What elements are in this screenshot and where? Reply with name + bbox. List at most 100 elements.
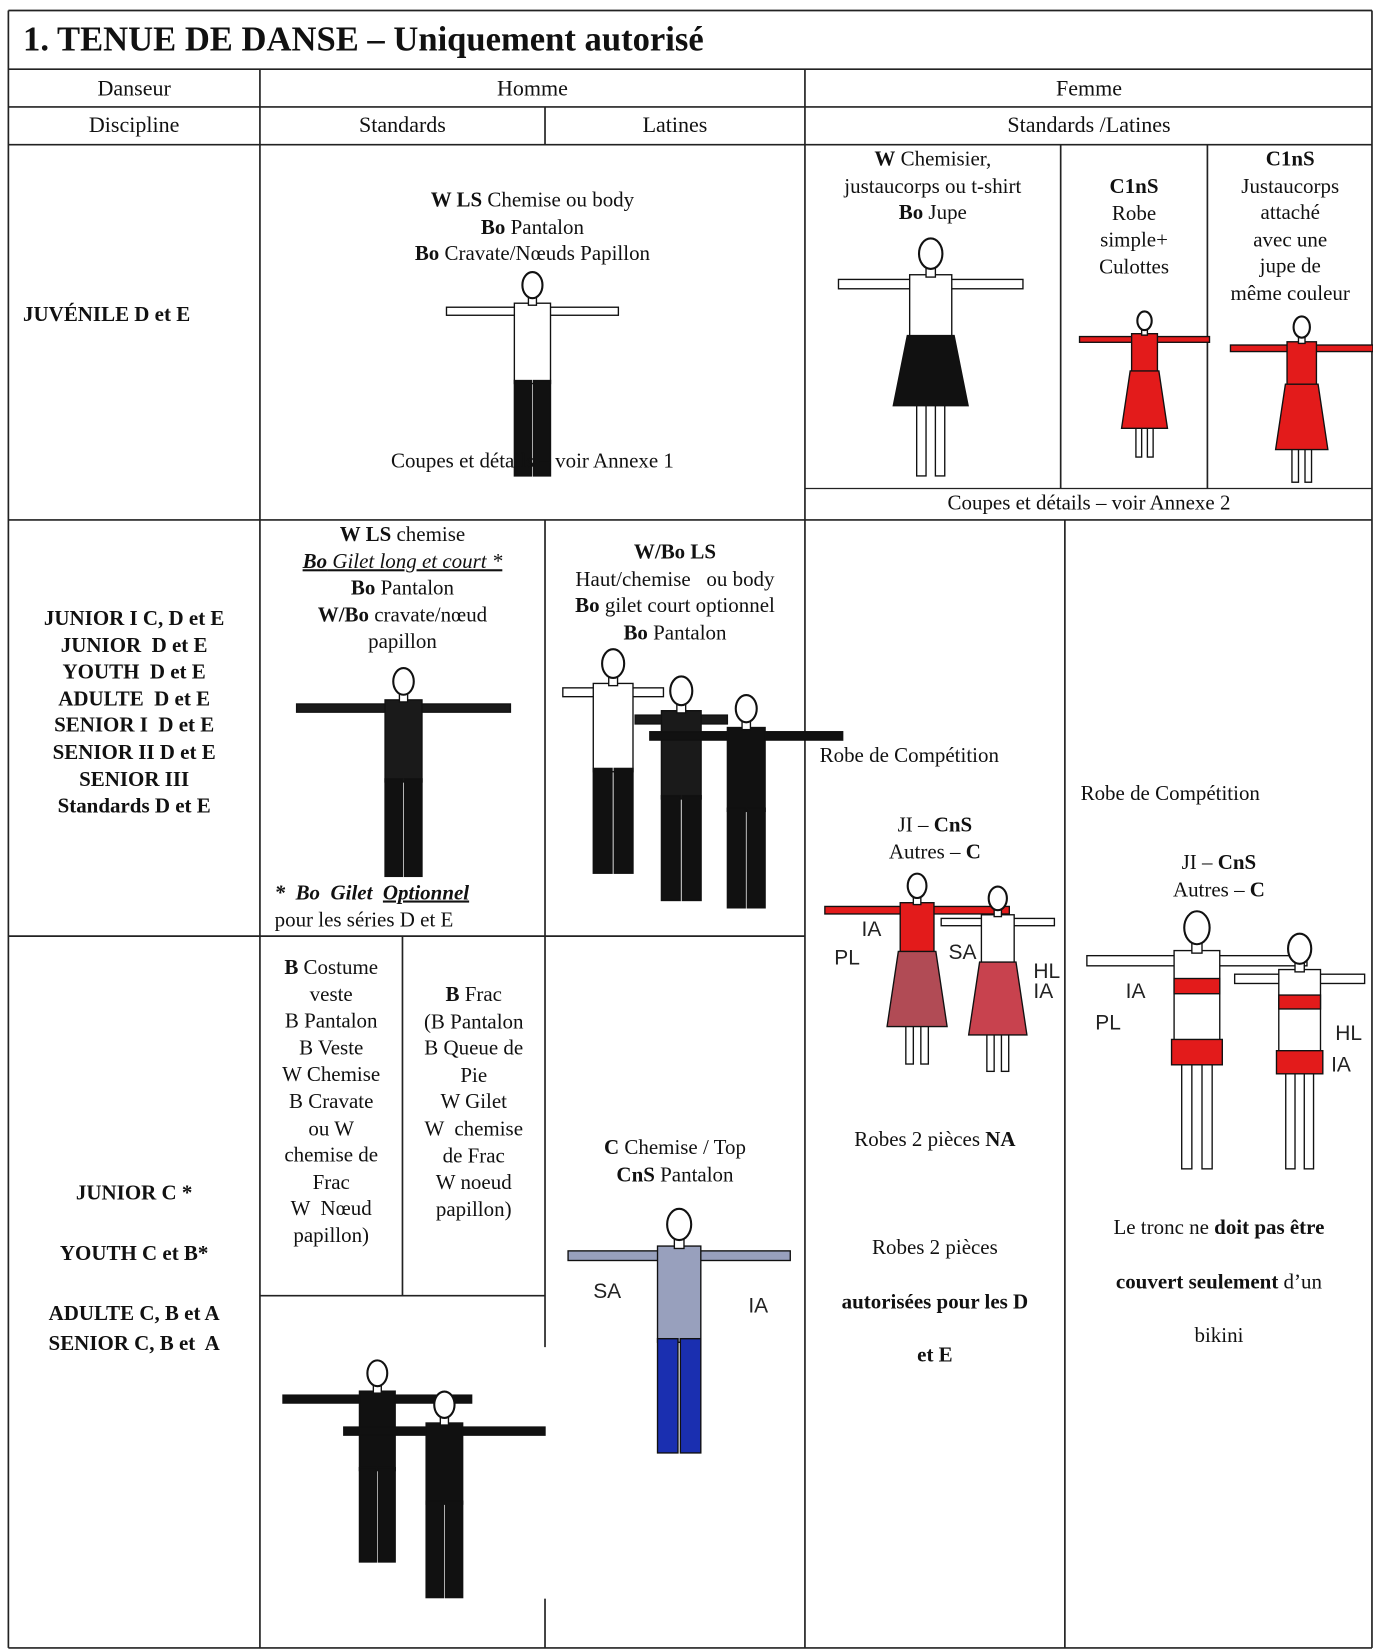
- row-label: JUNIOR C * YOUTH C et B* ADULTE C, B et A S…: [8, 1178, 260, 1358]
- text-line: papillon): [260, 1223, 403, 1250]
- text-line: CnS Pantalon: [545, 1162, 805, 1189]
- text-run: NA: [985, 1127, 1016, 1152]
- text-line: SENIOR II D et E: [8, 740, 260, 767]
- cell-text: B Frac (B Pantalon B Queue de Pie W Gilet W c…: [402, 982, 545, 1223]
- text-line: W Nœud: [260, 1196, 403, 1223]
- text-run: W Nœud: [290, 1197, 372, 1221]
- text-run: ADULTE D et E: [58, 687, 211, 711]
- text-line: justaucorps ou t-shirt: [805, 174, 1061, 201]
- text-line: JI – CnS: [805, 812, 1065, 839]
- figure: [1086, 910, 1308, 1170]
- text-line: JI – CnS: [1065, 850, 1373, 877]
- figure: [295, 667, 512, 878]
- text-run: ADULTE C, B et A: [48, 1301, 220, 1326]
- text-run: * Bo Gilet: [274, 881, 383, 905]
- text-line: Robes 2 pièces NA: [805, 1113, 1065, 1167]
- text-run: bikini: [1194, 1324, 1244, 1348]
- cell-note: Le tronc ne doit pas être couvert seuleme…: [1065, 1201, 1373, 1363]
- text-run: doit pas être: [1214, 1216, 1325, 1240]
- text-line: couvert seulement d’un: [1065, 1255, 1373, 1309]
- text-line: jupe de: [1207, 254, 1373, 281]
- text-line: W LS Chemise ou body: [260, 188, 805, 215]
- text-run: jupe de: [1259, 255, 1321, 279]
- text-run: même couleur: [1230, 281, 1350, 306]
- text-line: Bo Cravate/Nœuds Papillon: [260, 241, 805, 268]
- figure: [343, 1390, 546, 1599]
- text-line: W/Bo LS: [545, 540, 805, 567]
- row-label: JUNIOR I C, D et E JUNIOR D et E YOUTH D e…: [8, 606, 260, 821]
- row-label: JUVÉNILE D et E: [23, 302, 190, 329]
- figure-label: IA: [1033, 980, 1053, 1003]
- text-run: Haut/chemise ou body: [575, 567, 775, 591]
- figure: [940, 885, 1056, 1073]
- text-line: Pie: [402, 1063, 545, 1090]
- figure: [837, 237, 1024, 477]
- text-run: W chemise: [424, 1117, 524, 1141]
- text-run: simple+: [1100, 228, 1168, 252]
- text-line: Standards D et E: [8, 794, 260, 821]
- cell-text: C Chemise / Top CnS Pantalon: [545, 1135, 805, 1189]
- figure: [567, 1207, 791, 1454]
- cell-text: Robe de Compétition: [820, 743, 999, 770]
- text-run: YOUTH C et B*: [59, 1241, 209, 1265]
- text-line: Autres – C: [1065, 877, 1373, 904]
- text-run: B Queue de: [424, 1036, 524, 1061]
- text-line: [805, 1167, 1065, 1221]
- text-line: bikini: [1065, 1309, 1373, 1363]
- figure: [649, 693, 844, 909]
- header-cell: Latines: [642, 112, 708, 138]
- text-run: W LS: [339, 523, 392, 547]
- text-run: Autres –: [1172, 878, 1250, 902]
- cell-text: Robe de Compétition: [1081, 781, 1260, 808]
- text-line: Autres – C: [805, 839, 1065, 866]
- cell-text: W LS Chemise ou body Bo Pantalon Bo Cravat…: [260, 188, 805, 268]
- text-run: Bo: [302, 549, 328, 573]
- text-run: Robes 2 pièces: [872, 1235, 998, 1260]
- text-line: YOUTH C et B*: [8, 1239, 260, 1269]
- text-run: Culottes: [1099, 255, 1169, 279]
- figure: [562, 648, 665, 874]
- text-line: Coupes et détails – voir Annexe 2: [805, 491, 1373, 518]
- figure: [1233, 932, 1366, 1170]
- text-line: simple+: [1061, 228, 1208, 255]
- text-run: autorisées pour les D: [841, 1289, 1029, 1313]
- text-run: JUNIOR I C, D et E: [43, 606, 225, 631]
- text-line: Bo Pantalon: [260, 214, 805, 241]
- text-run: Gilet long et court *: [327, 549, 503, 573]
- text-run: Autres –: [888, 840, 966, 864]
- text-run: CnS: [1217, 851, 1257, 875]
- text-run: Bo: [575, 594, 600, 618]
- text-run: Justaucorps: [1241, 174, 1340, 198]
- text-run: justaucorps ou t-shirt: [844, 174, 1022, 198]
- text-line: C Chemise / Top: [545, 1135, 805, 1162]
- figure-label: IA: [1331, 1053, 1351, 1076]
- cell-text: W/Bo LS Haut/chemise ou body Bo gilet cour…: [545, 540, 805, 647]
- figure: [824, 872, 1011, 1065]
- text-line: papillon: [260, 629, 545, 656]
- cell-text: W Chemisier, justaucorps ou t-shirt Bo Jup…: [805, 147, 1061, 227]
- figure: [1229, 315, 1373, 483]
- text-run: JUNIOR C *: [75, 1181, 193, 1205]
- figure-label: IA: [862, 918, 882, 941]
- figure-label: HL: [1335, 1022, 1362, 1045]
- text-run: JUVÉNILE D et E: [23, 302, 191, 327]
- text-line: B Veste: [260, 1035, 403, 1062]
- text-run: B Pantalon: [284, 1009, 378, 1033]
- text-line: JUVÉNILE D et E: [23, 302, 190, 329]
- text-run: attaché: [1260, 201, 1320, 225]
- text-run: W: [874, 147, 896, 171]
- text-line: Haut/chemise ou body: [545, 567, 805, 594]
- text-line: C1nS: [1207, 147, 1373, 174]
- text-run: Pantalon: [654, 1163, 734, 1187]
- text-run: W/Bo: [317, 603, 370, 627]
- text-run: veste: [309, 982, 353, 1006]
- text-line: et E: [805, 1329, 1065, 1383]
- figure-label: PL: [834, 946, 860, 969]
- text-line: W/Bo cravate/nœud: [260, 603, 545, 630]
- text-line: JUNIOR I C, D et E: [8, 606, 260, 633]
- text-run: SENIOR C, B et A: [48, 1331, 220, 1355]
- text-line: Bo Jupe: [805, 200, 1061, 227]
- text-run: B Veste: [299, 1036, 364, 1060]
- cell-note: Coupes et détails – voir Annexe 1: [260, 449, 805, 476]
- text-run: B: [284, 956, 299, 980]
